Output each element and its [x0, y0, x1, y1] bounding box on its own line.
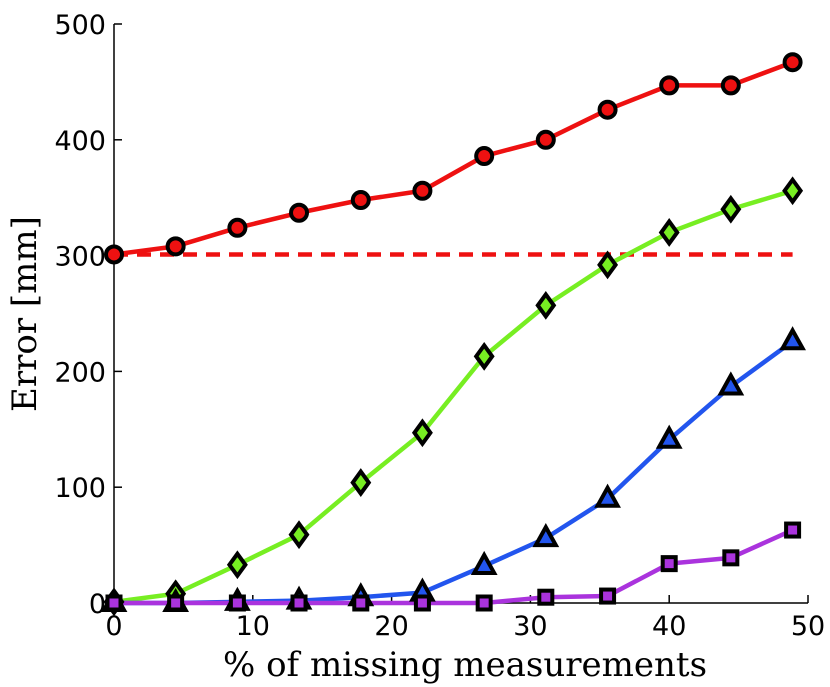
data-point-square — [290, 594, 308, 612]
data-point-circle — [289, 202, 310, 223]
series-line-square — [114, 527, 794, 606]
data-point-diamond — [288, 520, 310, 550]
data-point-square — [475, 594, 493, 612]
data-point-diamond — [720, 194, 742, 224]
series-line-circle — [113, 60, 794, 257]
y-axis-label: Error [mm] — [5, 216, 45, 412]
data-point-diamond — [535, 290, 557, 320]
x-tick-label: 30 — [513, 611, 547, 642]
x-tick-label: 40 — [652, 611, 686, 642]
data-point-square — [722, 549, 740, 567]
x-tick-label: 0 — [105, 611, 122, 642]
y-tick-label: 200 — [54, 357, 106, 388]
data-point-diamond — [473, 341, 495, 371]
data-point-triangle — [717, 371, 745, 396]
y-tick-label: 100 — [54, 473, 106, 504]
y-tick-label: 0 — [89, 589, 106, 620]
data-point-circle — [782, 52, 803, 73]
data-point-circle — [659, 75, 680, 96]
data-point-circle — [597, 99, 618, 120]
data-point-square — [599, 587, 617, 605]
data-point-diamond — [658, 218, 680, 247]
y-tick-label: 300 — [54, 242, 106, 273]
data-point-square — [784, 521, 802, 539]
series-lines — [113, 60, 794, 606]
series-markers — [100, 52, 806, 617]
data-point-diamond — [226, 550, 248, 580]
y-tick-label: 400 — [54, 126, 106, 157]
x-tick-label: 10 — [236, 611, 270, 642]
data-point-triangle — [655, 424, 683, 449]
data-point-circle — [474, 146, 495, 167]
data-point-circle — [350, 190, 371, 211]
data-point-diamond — [411, 418, 433, 448]
data-point-diamond — [782, 176, 804, 206]
data-point-circle — [104, 244, 124, 265]
data-point-square — [537, 588, 555, 606]
data-point-triangle — [470, 550, 498, 575]
data-point-square — [413, 594, 431, 612]
data-point-triangle — [594, 483, 621, 508]
data-point-diamond — [350, 468, 372, 497]
x-tick-label: 20 — [374, 611, 408, 642]
data-point-circle — [720, 75, 741, 96]
data-point-square — [105, 594, 123, 612]
data-point-square — [228, 594, 246, 612]
data-point-triangle — [532, 523, 560, 548]
data-point-square — [167, 594, 185, 612]
data-point-square — [352, 594, 370, 612]
x-axis-label: % of missing measurements — [223, 645, 707, 685]
data-point-diamond — [597, 250, 619, 280]
data-point-square — [660, 555, 678, 573]
x-tick-label: 50 — [791, 611, 825, 642]
data-point-circle — [412, 180, 433, 201]
data-point-triangle — [779, 326, 806, 351]
data-point-circle — [165, 236, 186, 257]
series-line-diamond — [113, 188, 794, 605]
data-point-circle — [227, 217, 248, 238]
y-tick-label: 500 — [54, 10, 106, 41]
data-point-circle — [535, 129, 556, 150]
